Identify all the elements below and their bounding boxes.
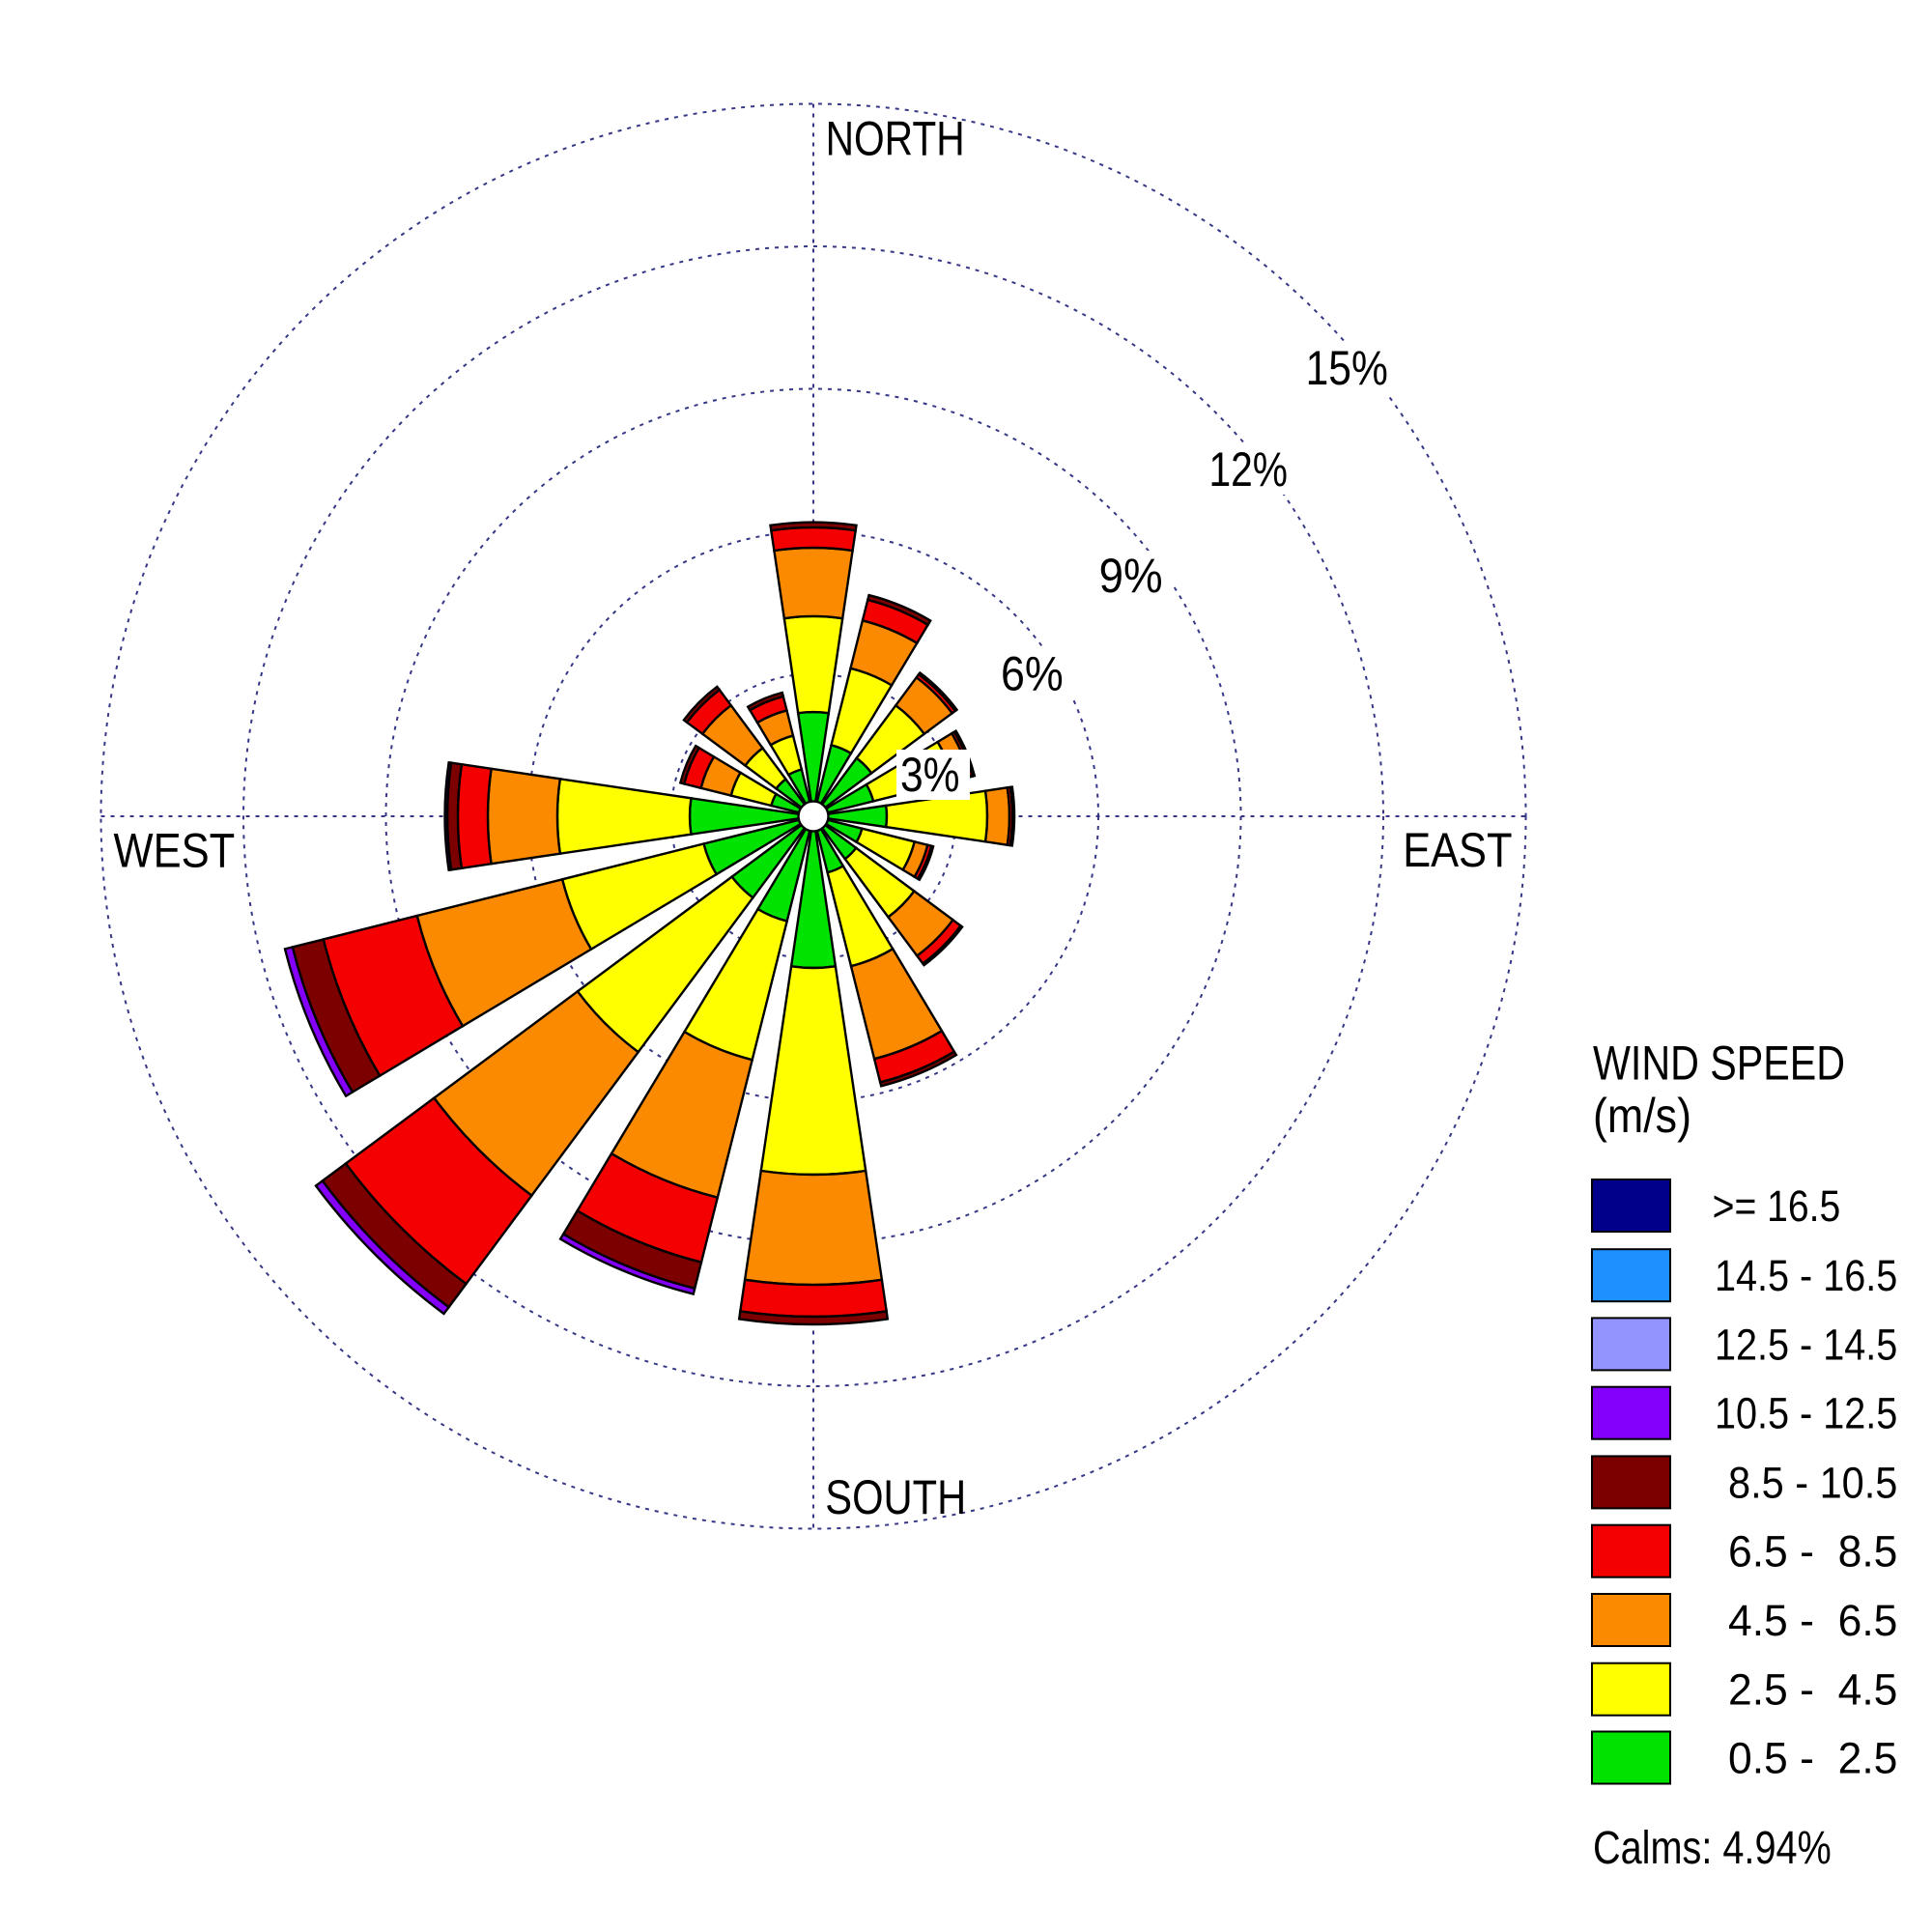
svg-text:14.5 - 16.5: 14.5 - 16.5 bbox=[1715, 1251, 1897, 1300]
svg-text:6%: 6% bbox=[1001, 647, 1064, 701]
svg-text:8.5 - 10.5: 8.5 - 10.5 bbox=[1728, 1458, 1897, 1507]
svg-text:10.5 - 12.5: 10.5 - 12.5 bbox=[1715, 1389, 1897, 1438]
svg-text:3%: 3% bbox=[900, 748, 960, 802]
svg-text:(m/s): (m/s) bbox=[1593, 1089, 1691, 1143]
svg-text:Calms: 4.94%: Calms: 4.94% bbox=[1593, 1823, 1832, 1874]
svg-text:9%: 9% bbox=[1099, 549, 1163, 603]
svg-text:NORTH: NORTH bbox=[826, 112, 965, 166]
svg-text:12.5 - 14.5: 12.5 - 14.5 bbox=[1715, 1320, 1897, 1369]
svg-text:>= 16.5: >= 16.5 bbox=[1713, 1181, 1841, 1231]
svg-text:15%: 15% bbox=[1306, 341, 1388, 395]
svg-text:12%: 12% bbox=[1209, 442, 1289, 497]
svg-text:WIND SPEED: WIND SPEED bbox=[1593, 1037, 1845, 1091]
svg-text:EAST: EAST bbox=[1403, 823, 1512, 877]
svg-text:2.5 - 4.5: 2.5 - 4.5 bbox=[1728, 1665, 1897, 1715]
svg-text:0.5 - 2.5: 0.5 - 2.5 bbox=[1728, 1734, 1897, 1783]
svg-text:WEST: WEST bbox=[114, 824, 236, 878]
svg-text:6.5 - 8.5: 6.5 - 8.5 bbox=[1728, 1527, 1897, 1577]
svg-text:4.5 - 6.5: 4.5 - 6.5 bbox=[1728, 1596, 1897, 1645]
svg-text:SOUTH: SOUTH bbox=[825, 1470, 966, 1524]
